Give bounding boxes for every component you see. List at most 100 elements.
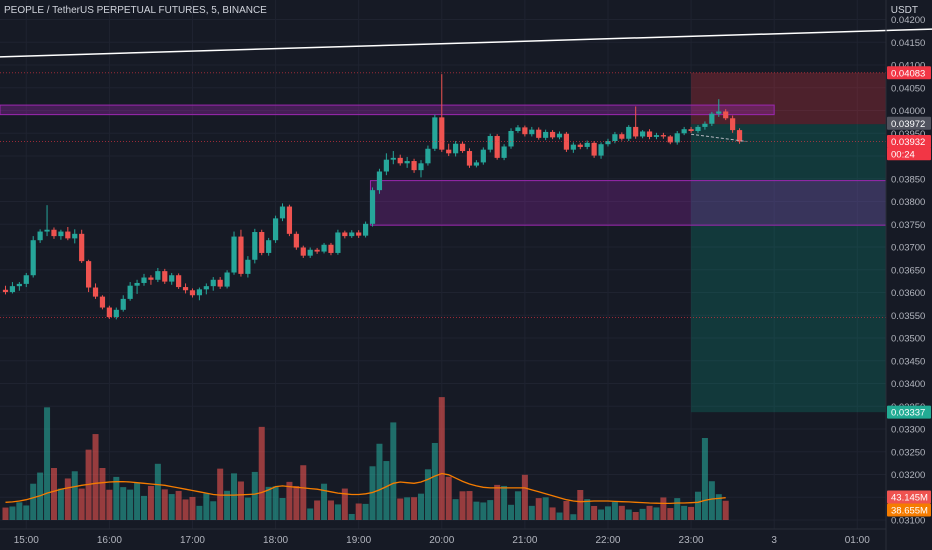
candle-body xyxy=(695,126,701,132)
candle-body xyxy=(494,136,500,158)
volume-bar xyxy=(23,505,30,520)
candle-body xyxy=(231,236,237,273)
volume-bar xyxy=(570,514,577,520)
volume-bar xyxy=(598,509,605,520)
volume-bar xyxy=(196,505,203,520)
volume-bar xyxy=(508,504,515,520)
volume-bar xyxy=(715,494,722,520)
y-tick-label: 0.03550 xyxy=(891,311,925,322)
candle-body xyxy=(487,136,493,150)
volume-bar xyxy=(99,467,106,520)
trendline xyxy=(0,28,932,58)
volume-bar xyxy=(175,490,182,520)
candle-body xyxy=(591,142,597,156)
candle-body xyxy=(543,131,549,138)
volume-bar xyxy=(618,505,625,520)
candle-body xyxy=(342,232,348,237)
candle-body xyxy=(716,111,722,114)
candle-body xyxy=(99,296,106,308)
volume-bar xyxy=(265,486,272,520)
price-label-text: 0.04083 xyxy=(891,68,925,79)
volume-bar xyxy=(695,491,701,520)
y-tick-label: 0.03950 xyxy=(891,129,925,140)
candle-body xyxy=(584,142,590,147)
candle-body xyxy=(252,232,258,260)
candle-body xyxy=(674,133,680,143)
volume-bar xyxy=(189,496,196,520)
candle-body xyxy=(16,283,22,287)
drawing-lines xyxy=(0,28,932,319)
y-tick-label: 0.03600 xyxy=(891,288,925,299)
candle-body xyxy=(390,157,396,160)
candle-body xyxy=(522,127,528,135)
candle-body xyxy=(321,244,327,252)
volume-bar xyxy=(521,474,528,520)
volume-bar xyxy=(286,481,293,520)
candle-body xyxy=(633,126,639,137)
volume-bar xyxy=(44,407,51,520)
candle-body xyxy=(723,111,729,119)
volume-bar xyxy=(452,499,459,520)
volume-bar xyxy=(424,469,431,520)
volume-bar xyxy=(134,482,141,520)
x-tick-label: 16:00 xyxy=(97,535,122,546)
candle-body xyxy=(577,144,583,147)
volume-bar xyxy=(528,505,535,520)
candle-body xyxy=(51,229,57,237)
volume-bar xyxy=(487,500,494,520)
y-tick-label: 0.03800 xyxy=(891,197,925,208)
candle-body xyxy=(86,261,92,288)
y-tick-label: 0.03700 xyxy=(891,243,925,254)
candles xyxy=(2,74,743,320)
x-tick-label: 3 xyxy=(771,535,777,546)
volume-bar xyxy=(141,495,147,520)
volume-bar xyxy=(660,497,667,520)
volume-bar xyxy=(182,499,189,520)
volume-bar xyxy=(667,508,674,520)
volume-bar xyxy=(681,505,688,520)
candle-body xyxy=(529,129,535,135)
candle-body xyxy=(730,118,736,131)
candle-body xyxy=(660,135,666,137)
volume-bar xyxy=(217,468,224,520)
candle-body xyxy=(307,249,313,256)
volume-bar xyxy=(625,509,632,520)
x-tick-label: 15:00 xyxy=(14,535,39,546)
volume-bar xyxy=(611,502,618,520)
y-tick-label: 0.03400 xyxy=(891,379,925,390)
price-label-box xyxy=(887,134,931,148)
volume-bar xyxy=(279,497,286,520)
candle-body xyxy=(72,233,78,239)
volume-bar xyxy=(480,502,487,520)
price-label-box xyxy=(887,147,931,161)
candle-body xyxy=(369,190,376,224)
volume-bar xyxy=(397,498,404,520)
volume-bar xyxy=(404,497,411,520)
x-tick-label: 23:00 xyxy=(679,535,704,546)
candle-body xyxy=(681,129,687,134)
volume-bar xyxy=(653,507,660,520)
volume-bar xyxy=(646,505,653,520)
volume-bar xyxy=(231,473,238,520)
y-tick-label: 0.04150 xyxy=(891,38,925,49)
volume-pane xyxy=(2,397,729,520)
y-tick-label: 0.03850 xyxy=(891,174,925,185)
volume-label-text: 38.655M xyxy=(891,506,928,517)
volume-bar xyxy=(494,484,501,520)
candle-body xyxy=(363,223,369,236)
volume-bar xyxy=(272,486,279,520)
x-tick-label: 01:00 xyxy=(845,535,870,546)
candle-body xyxy=(92,287,99,297)
volume-bar xyxy=(314,500,321,520)
candle-body xyxy=(203,286,209,290)
y-tick-label: 0.04050 xyxy=(891,83,925,94)
y-tick-label: 0.03750 xyxy=(891,220,925,231)
candle-body xyxy=(446,149,452,154)
volume-bar xyxy=(390,422,397,520)
volume-bar xyxy=(383,461,390,520)
candle-body xyxy=(459,143,466,152)
candle-body xyxy=(508,131,514,147)
candle-body xyxy=(598,144,604,156)
